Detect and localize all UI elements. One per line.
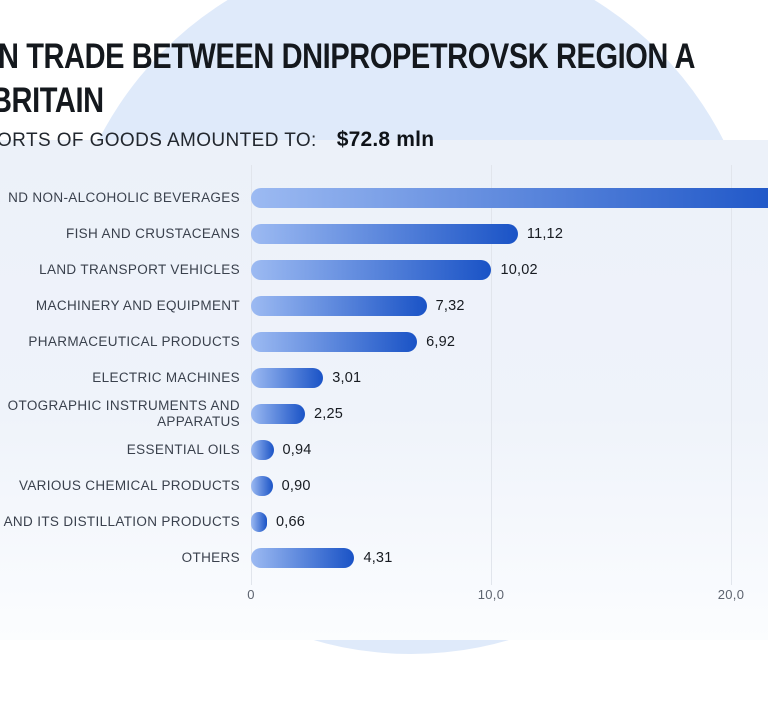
subtitle-label: ORTS OF GOODS AMOUNTED TO: xyxy=(0,130,317,151)
x-axis-tick-label: 10,0 xyxy=(477,587,505,602)
bar-wrap: 0,94 xyxy=(251,432,312,468)
bar xyxy=(251,404,305,424)
bar-wrap: 2,25 xyxy=(251,396,343,432)
bar-value-label: 0,66 xyxy=(276,514,306,530)
bar-value-label: 3,01 xyxy=(332,370,362,386)
category-label: LAND TRANSPORT VEHICLES xyxy=(39,262,240,277)
chart-row: OTOGRAPHIC INSTRUMENTS AND APPARATUS 2,25 xyxy=(0,396,768,432)
bar-value-label: 6,92 xyxy=(426,334,456,350)
chart-row: ELECTRIC MACHINES 3,01 xyxy=(0,360,768,396)
category-label: AND ITS DISTILLATION PRODUCTS xyxy=(3,514,240,529)
chart-row: LAND TRANSPORT VEHICLES 10,02 xyxy=(0,252,768,288)
bar xyxy=(251,548,355,568)
x-axis-tick-label: 20,0 xyxy=(717,587,745,602)
category-label: VARIOUS CHEMICAL PRODUCTS xyxy=(18,478,240,493)
chart-title-line-1: N TRADE BETWEEN DNIPROPETROVSK REGION A xyxy=(0,38,696,77)
bar xyxy=(251,476,273,496)
gridline xyxy=(731,165,732,585)
bar xyxy=(251,296,427,316)
bar-value-label: 11,12 xyxy=(526,226,564,242)
bar-value-label: 7,32 xyxy=(435,298,465,314)
chart-row: MACHINERY AND EQUIPMENT 7,32 xyxy=(0,288,768,324)
chart-panel: 0 10,0 20,0 xyxy=(0,140,768,640)
gridline xyxy=(491,165,492,585)
category-label: FISH AND CRUSTACEANS xyxy=(65,226,240,241)
chart-title-line-2: BRITAIN xyxy=(0,82,104,121)
bar-wrap: 0,90 xyxy=(251,468,311,504)
chart-row: FISH AND CRUSTACEANS 11,12 xyxy=(0,216,768,252)
category-label: ND NON-ALCOHOLIC BEVERAGES xyxy=(8,190,240,205)
bar xyxy=(251,260,492,280)
bar-wrap: 0,66 xyxy=(251,504,305,540)
chart-row: ND NON-ALCOHOLIC BEVERAGES xyxy=(0,180,768,216)
bar-wrap: 11,12 xyxy=(251,216,563,252)
x-axis-tick-label: 0 xyxy=(247,587,255,602)
bar-value-label: 10,02 xyxy=(500,262,538,278)
subtitle-value: $72.8 mln xyxy=(336,128,435,151)
bar-value-label: 0,94 xyxy=(282,442,312,458)
chart-row: AND ITS DISTILLATION PRODUCTS 0,66 xyxy=(0,504,768,540)
chart-row: ESSENTIAL OILS 0,94 xyxy=(0,432,768,468)
category-label: ELECTRIC MACHINES xyxy=(92,370,240,385)
bar xyxy=(251,512,267,532)
bar-value-label: 4,31 xyxy=(363,550,393,566)
chart-subtitle: ORTS OF GOODS AMOUNTED TO: $72.8 mln xyxy=(0,128,434,152)
chart-row: OTHERS 4,31 xyxy=(0,540,768,576)
bar xyxy=(251,188,768,208)
chart-row: PHARMACEUTICAL PRODUCTS 6,92 xyxy=(0,324,768,360)
bar-wrap: 7,32 xyxy=(251,288,465,324)
bar-wrap xyxy=(251,180,768,216)
bar xyxy=(251,332,418,352)
category-label: PHARMACEUTICAL PRODUCTS xyxy=(28,334,240,349)
chart-rows: ND NON-ALCOHOLIC BEVERAGES FISH AND CRUST… xyxy=(0,180,768,576)
bar xyxy=(251,368,324,388)
bar-wrap: 3,01 xyxy=(251,360,361,396)
bar-wrap: 6,92 xyxy=(251,324,455,360)
bar-wrap: 10,02 xyxy=(251,252,538,288)
category-label: ESSENTIAL OILS xyxy=(126,442,240,457)
bar-wrap: 4,31 xyxy=(251,540,392,576)
bar xyxy=(251,440,274,460)
bar-value-label: 2,25 xyxy=(314,406,344,422)
bar-value-label: 0,90 xyxy=(281,478,311,494)
category-label: MACHINERY AND EQUIPMENT xyxy=(35,298,240,313)
chart-row: VARIOUS CHEMICAL PRODUCTS 0,90 xyxy=(0,468,768,504)
category-label: OTOGRAPHIC INSTRUMENTS AND APPARATUS xyxy=(7,398,240,429)
category-label: OTHERS xyxy=(181,550,240,565)
bar xyxy=(251,224,518,244)
